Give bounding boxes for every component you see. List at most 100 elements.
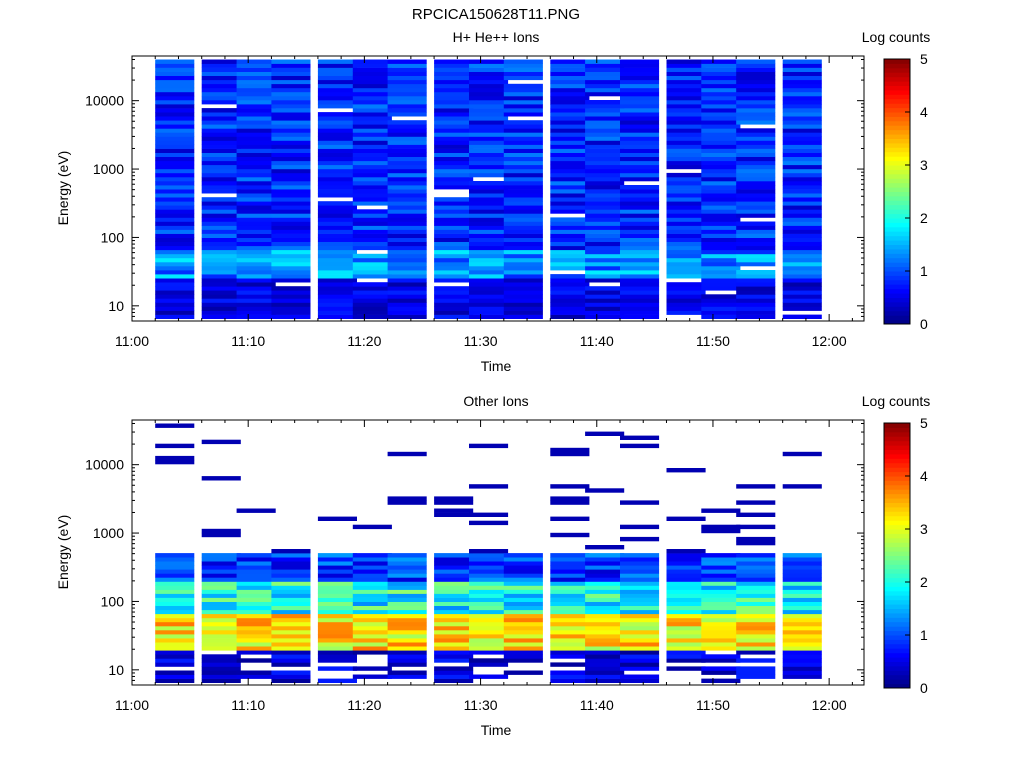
spectrogram-cell (236, 508, 276, 513)
spectrogram-cell (585, 59, 625, 64)
colorbar-swatch (884, 489, 910, 495)
spectrogram-cell (782, 569, 822, 574)
spectrogram-cell (155, 565, 195, 570)
spectrogram-cell (666, 59, 706, 64)
spectrogram-cell (736, 306, 776, 311)
spectrogram-cell (701, 59, 741, 64)
colorbar-swatch (884, 462, 910, 468)
spectrogram-cell (236, 257, 276, 263)
spectrogram-cell (503, 172, 543, 178)
spectrogram-cell (155, 443, 195, 449)
spectrogram-cell (155, 423, 195, 428)
spectrogram-cell (236, 561, 276, 566)
spectrogram-cell (317, 156, 357, 162)
spectrogram-cell (550, 670, 590, 675)
axes: 11:00 11:10 11:20 11:30 11:40 11:50 12:0010100… (85, 419, 865, 713)
spectrogram-cell (550, 642, 590, 647)
spectrogram-cell (503, 83, 543, 89)
spectrogram-cell (317, 274, 357, 279)
spectrogram-cell (585, 189, 625, 194)
spectrogram-cell (585, 638, 625, 643)
spectrogram-cell (236, 79, 276, 85)
spectrogram-cell (736, 261, 776, 267)
spectrogram-cell (387, 630, 427, 635)
spectrogram-cell (503, 237, 543, 242)
spectrogram-cell (236, 95, 276, 101)
spectrogram-cell (155, 120, 195, 125)
spectrogram-cell (236, 658, 276, 663)
spectrogram-cell (736, 229, 776, 234)
spectrogram-cell (469, 257, 509, 263)
spectrogram-cell (469, 512, 509, 517)
spectrogram-cell (271, 100, 311, 105)
spectrogram-cell (352, 630, 392, 635)
spectrogram-cell (434, 233, 474, 238)
spectrogram-cell (201, 439, 241, 445)
spectrogram-cell (666, 290, 706, 295)
spectrogram-cell (666, 549, 706, 554)
spectrogram-cell (387, 286, 427, 291)
spectrogram-cell (236, 674, 276, 679)
x-tick-label: 11:40 (580, 333, 614, 349)
spectrogram-cell (736, 621, 776, 627)
spectrogram-cell (317, 148, 357, 153)
spectrogram-cell (736, 152, 776, 157)
spectrogram-cell (736, 274, 776, 279)
spectrogram-cell (736, 597, 776, 602)
spectrogram-cell (469, 213, 509, 218)
spectrogram-cell (550, 581, 590, 586)
spectrogram-cell (201, 314, 241, 319)
spectrogram-cell (352, 253, 392, 259)
spectrogram-cell (434, 508, 474, 513)
spectrogram-cell (701, 205, 741, 210)
spectrogram-cell (666, 205, 706, 210)
spectrogram-cell (620, 205, 660, 210)
spectrogram-cell (701, 302, 741, 307)
spectrogram-cell (736, 569, 776, 574)
colorbar-tick-label: 5 (920, 415, 928, 431)
spectrogram-cell (585, 104, 625, 109)
spectrogram-cell (201, 630, 241, 635)
spectrogram-cell (736, 310, 776, 315)
spectrogram-cell (201, 87, 241, 93)
spectrogram-cell (387, 237, 427, 242)
spectrogram-cell (387, 451, 427, 457)
spectrogram-cell (434, 290, 474, 295)
colorbar-swatch (884, 484, 910, 490)
spectrogram-cell (550, 617, 590, 623)
spectrogram-cell (434, 625, 474, 631)
spectrogram-cell (317, 286, 357, 291)
spectrogram-cell (155, 646, 195, 651)
spectrogram-cell (352, 625, 392, 631)
spectrogram-cell (155, 294, 195, 299)
spectrogram-cell (736, 160, 776, 166)
spectrogram-cell (782, 168, 822, 174)
spectrogram-cell (271, 642, 311, 647)
spectrogram-cell (666, 112, 706, 117)
x-tick-label: 11:50 (696, 333, 730, 349)
spectrogram-cell (666, 237, 706, 242)
y-tick-label: 1000 (93, 161, 124, 177)
spectrogram-cell (469, 650, 509, 655)
spectrogram-cell (201, 217, 241, 222)
spectrogram-cell (317, 654, 357, 659)
spectrogram-cell (236, 290, 276, 295)
spectrogram-cell (155, 241, 195, 247)
spectrogram-cell (666, 257, 706, 263)
spectrogram-cell (317, 168, 357, 174)
spectrogram-cell (387, 71, 427, 76)
spectrogram-cell (620, 593, 660, 598)
spectrogram-cell (317, 266, 357, 271)
spectrogram-cell (352, 79, 392, 85)
spectrogram-cell (585, 201, 625, 206)
colorbar-swatch (884, 520, 910, 526)
spectrogram-cell (201, 532, 241, 538)
spectrogram-cell (736, 156, 776, 162)
spectrogram-cell (736, 540, 776, 546)
spectrogram-cell (782, 245, 822, 251)
spectrogram-cell (550, 654, 590, 659)
spectrogram-cell (701, 613, 741, 619)
spectrogram-cell (503, 168, 543, 174)
spectrogram-cell (387, 59, 427, 64)
